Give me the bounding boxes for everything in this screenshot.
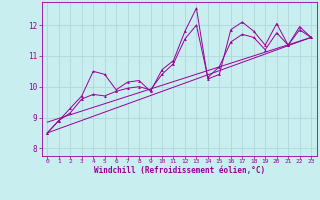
X-axis label: Windchill (Refroidissement éolien,°C): Windchill (Refroidissement éolien,°C) [94, 166, 265, 175]
